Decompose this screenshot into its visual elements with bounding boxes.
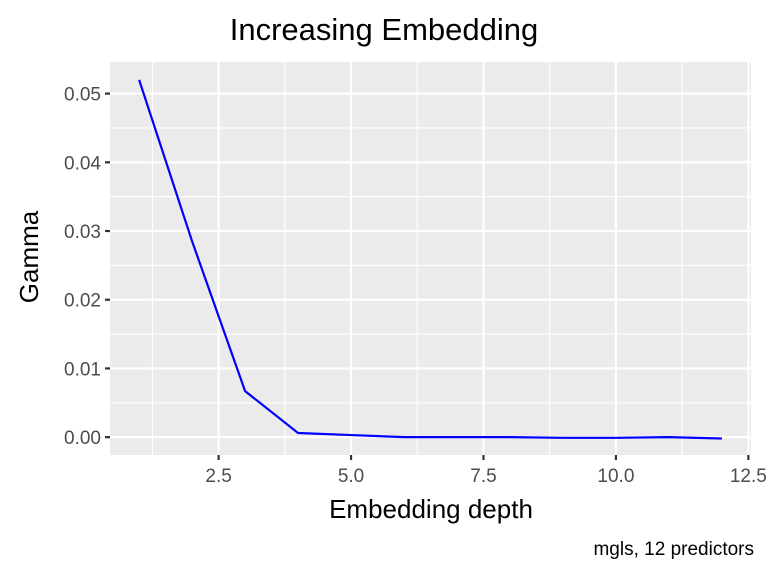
x-tick-label: 2.5 <box>205 466 231 487</box>
axis-ticks: 2.5 5.0 7.5 10.0 12.5 0.00 0.01 0.02 0.03 0.04 0.0… <box>64 85 767 487</box>
x-tick-label: 5.0 <box>338 466 364 487</box>
chart-title: Increasing Embedding <box>230 12 538 47</box>
y-tick-label: 0.03 <box>64 222 101 243</box>
y-tick-label: 0.02 <box>64 291 101 312</box>
y-tick-label: 0.04 <box>64 153 101 174</box>
y-axis-title: Gamma <box>14 210 44 303</box>
x-tick-label: 10.0 <box>597 466 634 487</box>
y-tick-label: 0.01 <box>64 359 101 380</box>
x-tick-label: 7.5 <box>470 466 496 487</box>
major-gridlines <box>110 62 751 455</box>
x-tick-label: 12.5 <box>730 466 767 487</box>
series-group <box>138 79 722 440</box>
y-tick-label: 0.00 <box>64 428 101 449</box>
series-line <box>138 79 722 440</box>
minor-gridlines <box>110 62 751 455</box>
y-tick-label: 0.05 <box>64 85 101 106</box>
chart-caption: mgls, 12 predictors <box>593 539 754 560</box>
x-axis-title: Embedding depth <box>329 494 533 524</box>
plot-panel <box>110 62 751 455</box>
